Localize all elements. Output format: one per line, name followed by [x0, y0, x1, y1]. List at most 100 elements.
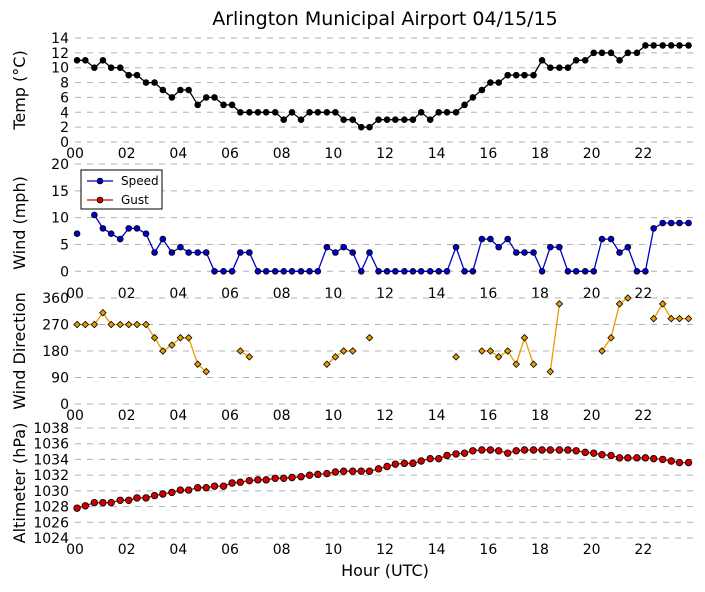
data-point: [374, 465, 383, 473]
data-point: [383, 462, 391, 471]
data-point: [529, 446, 538, 454]
data-point: [177, 86, 184, 94]
x-tick-label: 20: [583, 542, 601, 558]
data-point: [520, 446, 529, 454]
data-point: [546, 367, 555, 376]
data-point: [150, 491, 159, 500]
data-point: [168, 488, 176, 497]
data-point: [331, 468, 340, 476]
series-line: [326, 350, 353, 365]
data-point: [194, 484, 202, 492]
data-point: [288, 473, 296, 482]
data-point: [357, 123, 365, 131]
y-tick-label: 270: [42, 318, 69, 334]
data-point: [332, 249, 339, 256]
data-point: [245, 476, 254, 485]
data-point: [409, 459, 417, 468]
data-point: [512, 71, 520, 79]
data-point: [339, 347, 348, 355]
data-point: [228, 101, 236, 109]
data-point: [667, 42, 675, 49]
data-point: [142, 320, 150, 329]
y-tick-label: 10: [51, 211, 69, 227]
data-point: [288, 108, 296, 116]
x-tick-label: 08: [273, 408, 291, 424]
x-tick-label: 10: [324, 146, 342, 162]
data-point: [538, 56, 546, 64]
data-point: [521, 71, 528, 79]
data-point: [271, 108, 279, 116]
data-point: [667, 219, 675, 227]
data-point: [615, 454, 624, 462]
x-tick-label: 22: [634, 542, 652, 558]
data-point: [168, 341, 176, 349]
data-point: [271, 267, 279, 275]
data-point: [185, 249, 192, 256]
data-point: [486, 347, 495, 355]
y-tick-label: 1034: [33, 452, 69, 468]
data-point: [685, 219, 692, 227]
data-point: [401, 116, 408, 124]
data-point: [512, 249, 520, 256]
data-point: [581, 56, 589, 64]
data-point: [538, 446, 546, 454]
legend-label: Speed: [121, 174, 159, 188]
data-point: [271, 474, 279, 482]
data-point: [667, 457, 675, 465]
x-tick-label: 12: [376, 286, 394, 302]
x-tick-label: 18: [531, 542, 549, 558]
x-tick-label: 08: [273, 286, 291, 302]
data-point: [392, 267, 399, 275]
chart-title: Arlington Municipal Airport 04/15/15: [212, 8, 558, 30]
data-point: [340, 243, 347, 251]
data-point: [246, 249, 253, 256]
data-point: [357, 267, 365, 275]
x-tick-label: 20: [583, 408, 601, 424]
data-point: [262, 476, 270, 484]
data-point: [168, 94, 176, 101]
series-line: [77, 44, 689, 128]
x-tick-label: 16: [479, 408, 497, 424]
x-tick-label: 08: [273, 146, 291, 162]
data-point: [107, 320, 115, 329]
data-point: [159, 86, 167, 94]
data-point: [598, 49, 606, 57]
data-point: [133, 320, 141, 329]
data-point: [684, 458, 693, 467]
data-point: [624, 49, 632, 57]
data-point: [443, 451, 451, 460]
data-point: [624, 243, 632, 251]
x-tick-label: 02: [118, 146, 136, 162]
data-point: [210, 482, 219, 490]
data-point: [521, 249, 528, 256]
data-point: [607, 49, 615, 57]
data-point: [228, 267, 236, 275]
x-tick-label: 12: [376, 408, 394, 424]
data-point: [280, 116, 288, 124]
data-point: [598, 347, 606, 355]
data-point: [262, 267, 270, 275]
data-point: [633, 49, 641, 57]
data-point: [564, 267, 572, 275]
data-point: [590, 267, 598, 275]
data-point: [125, 225, 133, 232]
data-point: [684, 314, 693, 323]
data-point: [236, 347, 245, 355]
x-tick-label: 00: [66, 146, 84, 162]
data-point: [348, 347, 357, 355]
data-point: [142, 494, 150, 502]
y-tick-label: 6: [60, 90, 69, 106]
data-point: [237, 249, 244, 256]
y-axis-title: Wind Direction: [10, 292, 29, 410]
data-point: [133, 225, 141, 232]
data-point: [417, 267, 425, 275]
data-point: [547, 64, 554, 72]
x-tick-label: 00: [66, 408, 84, 424]
data-point: [478, 446, 486, 454]
data-point: [116, 64, 124, 72]
data-point: [607, 235, 615, 243]
data-point: [641, 454, 650, 462]
data-point: [435, 108, 443, 116]
